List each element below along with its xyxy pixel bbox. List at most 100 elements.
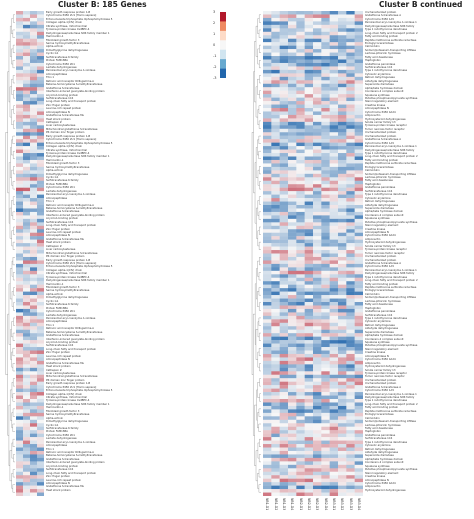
- heatmap-cell: [271, 215, 280, 220]
- heatmap-cell: [23, 364, 31, 369]
- row-label: Uncharacterized protein: [365, 11, 397, 14]
- row-label: Glutathione peroxidase: [365, 433, 396, 437]
- heatmap-cell: [313, 267, 322, 272]
- heatmap-cell: [279, 236, 289, 240]
- heatmap-cell: [37, 201, 44, 206]
- heatmap-cell: [338, 353, 347, 358]
- heatmap-cell: [271, 298, 280, 303]
- heatmap-cell: [37, 243, 44, 247]
- heatmap-cell: [30, 312, 38, 317]
- heatmap-cell: [313, 412, 322, 417]
- heatmap-cell: [321, 24, 330, 29]
- heatmap-cell: [346, 288, 355, 292]
- heatmap-cell: [279, 378, 289, 382]
- dendrogram-branch: [259, 257, 261, 265]
- heatmap-cell: [329, 419, 339, 424]
- heatmap-cell: [296, 270, 305, 275]
- heatmap-cell: [16, 464, 24, 469]
- heatmap-cell: [271, 374, 280, 379]
- heatmap-cell: [30, 66, 38, 71]
- heatmap-cell: [321, 49, 330, 53]
- heatmap-cell: [321, 163, 330, 168]
- heatmap-cell: [329, 87, 339, 91]
- heatmap-cell: [354, 284, 363, 289]
- heatmap-cell: [37, 42, 44, 46]
- heatmap-cell: [279, 298, 289, 303]
- dendrogram-branch: [13, 302, 15, 311]
- heatmap-cell: [329, 218, 339, 223]
- row-label: Sulfotransferase 1C4: [46, 96, 74, 100]
- heatmap-cell: [37, 128, 44, 133]
- heatmap-cell: [346, 56, 355, 60]
- heatmap-cell: [296, 14, 305, 19]
- heatmap-cell: [346, 277, 355, 282]
- heatmap-cell: [354, 440, 363, 445]
- heatmap-cell: [346, 392, 355, 396]
- heatmap-cell: [304, 229, 314, 233]
- heatmap-cell: [338, 291, 347, 296]
- heatmap-cell: [304, 360, 314, 365]
- heatmap-cell: [313, 114, 322, 119]
- heatmap-cell: [263, 118, 272, 123]
- heatmap-cell: [313, 194, 322, 199]
- heatmap-cell: [30, 288, 38, 292]
- heatmap-cell: [304, 66, 314, 71]
- heatmap-cell: [271, 274, 280, 278]
- heatmap-cell: [30, 166, 38, 171]
- heatmap-cell: [346, 364, 355, 369]
- heatmap-cell: [23, 336, 31, 341]
- heatmap-cell: [313, 59, 322, 64]
- heatmap-cell: [271, 35, 280, 39]
- heatmap-cell: [313, 191, 322, 195]
- heatmap-cell: [279, 38, 289, 43]
- heatmap-cell: [288, 315, 297, 320]
- row-label: Cytochrome P450 2K1: [46, 433, 75, 437]
- row-label: Peroxisomal acyl-coenzyme A oxidase: [46, 316, 96, 320]
- heatmap-cell: [321, 11, 330, 15]
- row-label: Type 1 iodothyronine deiodinase: [365, 275, 408, 279]
- heatmap-cell: [271, 184, 280, 188]
- dendrogram-branch: [12, 469, 15, 478]
- heatmap-cell: [288, 83, 297, 88]
- heatmap-cell: [263, 440, 272, 445]
- heatmap-cell: [354, 367, 363, 372]
- heatmap-cell: [288, 461, 297, 466]
- heatmap-cell: [263, 302, 272, 306]
- heatmap-cell: [304, 419, 314, 424]
- heatmap-cell: [30, 142, 38, 147]
- heatmap-cell: [271, 485, 280, 490]
- heatmap-cell: [329, 457, 339, 462]
- heatmap-cell: [313, 56, 322, 60]
- heatmap-cell: [329, 180, 339, 185]
- heatmap-cell: [279, 288, 289, 292]
- heatmap-cell: [296, 305, 305, 310]
- dendrogram-branch: [12, 348, 15, 356]
- heatmap-cell: [354, 402, 363, 407]
- heatmap-cell: [23, 392, 31, 396]
- heatmap-cell: [338, 66, 347, 71]
- heatmap-cell: [354, 211, 363, 216]
- heatmap-cell: [321, 263, 330, 268]
- heatmap-cell: [288, 250, 297, 254]
- row-label: Type 1 iodothyronine deiodinase: [365, 69, 408, 73]
- row-label: Aminopeptidase N: [46, 110, 70, 114]
- heatmap-cell: [296, 444, 305, 448]
- heatmap-cell: [37, 489, 44, 493]
- row-label: Fibroblast growth factor 3: [46, 286, 80, 289]
- heatmap-cell: [329, 94, 339, 98]
- heatmap-cell: [346, 52, 355, 57]
- heatmap-cell: [296, 49, 305, 53]
- heatmap-cell: [304, 274, 314, 278]
- heatmap-cell: [23, 198, 31, 202]
- heatmap-cell: [313, 444, 322, 448]
- heatmap-cell: [288, 267, 297, 272]
- heatmap-cell: [304, 35, 314, 39]
- heatmap-cell: [263, 371, 272, 375]
- heatmap-cell: [30, 11, 38, 15]
- heatmap-cell: [279, 163, 289, 168]
- heatmap-cell: [304, 381, 314, 386]
- right-row-labels: Uncharacterized protein Glutathione S-tra…: [365, 11, 473, 496]
- row-label: Heat shock protein: [46, 241, 71, 245]
- heatmap-cell: [279, 177, 289, 181]
- heatmap-cell: [338, 208, 347, 213]
